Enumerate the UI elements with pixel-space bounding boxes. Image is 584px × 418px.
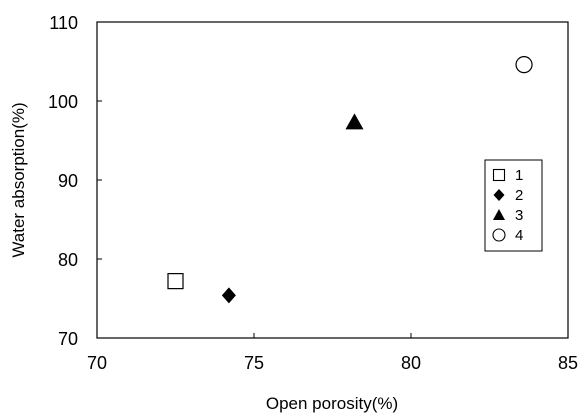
y-tick-label: 100	[48, 92, 78, 112]
legend-label-1: 1	[515, 167, 523, 184]
y-tick-label: 80	[58, 250, 78, 270]
data-point-series-3	[345, 113, 364, 130]
x-axis-ticks: 70 75 80 85	[87, 333, 578, 373]
x-tick-label: 85	[558, 353, 578, 373]
legend-marker-2	[493, 189, 505, 201]
data-point-series-2	[221, 287, 236, 304]
x-tick-label: 70	[87, 353, 107, 373]
legend: 1 2 3 4	[484, 159, 543, 252]
data-point-series-1	[167, 273, 184, 290]
legend-label-3: 3	[515, 207, 523, 224]
y-tick-label: 90	[58, 171, 78, 191]
legend-marker-4	[492, 228, 506, 242]
y-tick-label: 110	[49, 13, 78, 33]
data-points	[167, 56, 533, 304]
legend-label-2: 2	[515, 187, 523, 204]
y-axis-ticks: 70 80 90 100 110	[48, 13, 102, 349]
y-tick-label: 70	[58, 329, 78, 349]
x-tick-label: 75	[244, 353, 264, 373]
x-tick-label: 80	[401, 353, 421, 373]
legend-marker-1	[492, 168, 506, 182]
legend-marker-3	[493, 209, 505, 220]
legend-label-4: 4	[515, 227, 523, 244]
x-axis-label: Open porosity(%)	[266, 394, 398, 413]
y-axis-label: Water absorption(%)	[9, 102, 28, 257]
data-point-series-4	[515, 56, 533, 74]
